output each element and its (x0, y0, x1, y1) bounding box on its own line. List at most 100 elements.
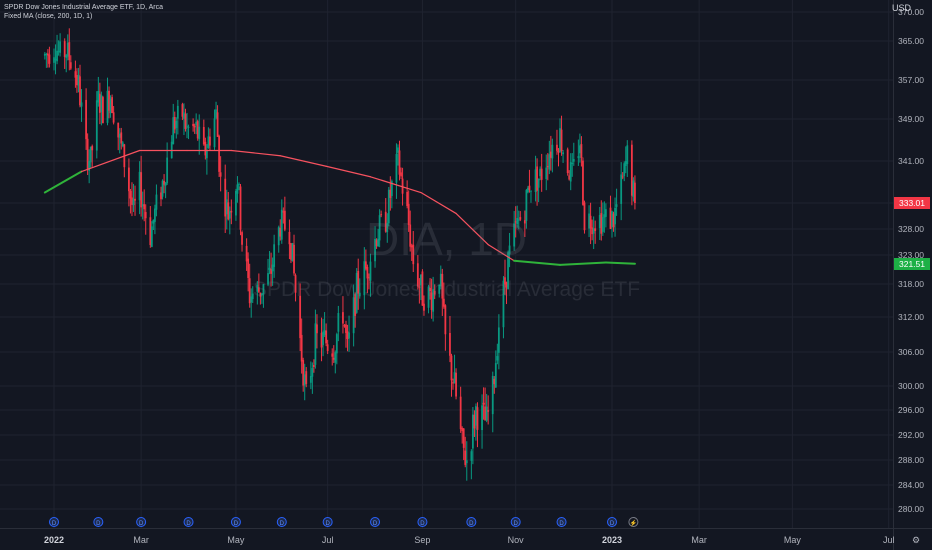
candle-body (138, 171, 141, 201)
candle-body (429, 287, 431, 292)
candle-body (516, 217, 519, 225)
price-tick-label: 318.00 (898, 279, 924, 289)
candle-body (491, 375, 494, 415)
candle-body (354, 294, 357, 316)
candle-body (59, 41, 62, 53)
candle-body (378, 215, 381, 241)
candle-body (149, 217, 152, 245)
candle-body (345, 324, 347, 333)
dividend-event-icon (370, 517, 381, 527)
event-icon-letter: D (325, 521, 330, 527)
dividend-event-icon (183, 517, 194, 527)
dividend-event-icon (136, 517, 147, 527)
candle-body (433, 290, 436, 295)
dividend-event-icon (322, 517, 333, 527)
time-tick-label: Nov (508, 535, 525, 545)
candle-body (363, 261, 366, 296)
candle-body (530, 190, 532, 192)
candle-body (594, 228, 597, 231)
candle-body (77, 74, 80, 86)
candle-body (528, 185, 531, 191)
candle-body (176, 105, 179, 119)
candle-body (209, 136, 211, 146)
candle-body (109, 98, 112, 114)
candle-body (257, 287, 260, 292)
candle-body (259, 292, 262, 297)
candle-body (609, 207, 612, 229)
candle-body (215, 109, 217, 118)
candle-body (366, 267, 369, 279)
candle-body (559, 128, 561, 152)
event-icon-letter: D (52, 521, 57, 527)
candle-body (560, 129, 563, 152)
moving-average-segment (420, 191, 457, 215)
candle-body (250, 296, 253, 303)
candle-body (630, 144, 633, 196)
candle-body (102, 97, 104, 124)
candle-body (108, 90, 110, 111)
candle-body (603, 214, 606, 218)
candle-body (470, 451, 473, 461)
currency-label[interactable]: USD (891, 3, 911, 13)
candle-body (277, 227, 280, 246)
candle-body (143, 204, 146, 210)
candle-body (173, 116, 176, 130)
price-tick-label: 312.00 (898, 312, 924, 322)
candle-body (193, 125, 196, 128)
gear-icon[interactable]: ⚙ (911, 535, 921, 545)
candle-body (282, 211, 285, 213)
candle-body (513, 223, 516, 247)
candle-body (453, 372, 456, 384)
candle-body (556, 144, 558, 151)
candle-body (348, 332, 350, 339)
price-tick-label: 323.00 (898, 250, 924, 260)
candle-body (131, 197, 133, 205)
moving-average-segment (604, 261, 636, 265)
candle-body (615, 204, 618, 207)
candle-body (299, 295, 302, 339)
price-tick-label: 284.00 (898, 480, 924, 490)
candle-body (100, 95, 103, 112)
moving-average-segment (43, 170, 83, 194)
candle-body (620, 174, 623, 204)
candle-body (68, 42, 71, 61)
candle-body (384, 211, 387, 232)
candle-body (444, 305, 447, 335)
candle-body (364, 261, 367, 269)
candle-body (98, 93, 101, 113)
candle-body (202, 127, 205, 145)
candle-body (527, 187, 529, 193)
candle-body (238, 183, 240, 185)
candle-body (389, 189, 392, 198)
candle-body (525, 190, 528, 221)
candle-body (604, 209, 607, 217)
dividend-event-icon (556, 517, 567, 527)
candle-body (611, 211, 613, 227)
candle-body (85, 99, 88, 140)
candle-body (300, 334, 303, 362)
candle-body (293, 244, 295, 274)
candle-body (375, 240, 378, 246)
candle-body (153, 208, 156, 222)
candle-body (410, 245, 413, 248)
candle-body (534, 169, 537, 192)
candle-body (279, 227, 282, 237)
candle-body (66, 42, 69, 57)
candle-body (377, 238, 379, 247)
event-icon-letter: D (373, 521, 378, 527)
dividend-event-icon (466, 517, 477, 527)
candle-body (192, 123, 195, 127)
candle-body (97, 90, 100, 103)
candle-body (239, 186, 242, 230)
candle-body (588, 213, 590, 229)
candle-body (198, 126, 201, 140)
moving-average-segment (559, 261, 607, 266)
price-tick-label: 280.00 (898, 504, 924, 514)
event-icon-letter: D (186, 521, 191, 527)
moving-average-segment (369, 176, 422, 194)
candle-body (484, 406, 487, 421)
price-tick-label: 349.00 (898, 114, 924, 124)
candle-body (357, 270, 360, 294)
candle-body (439, 273, 442, 287)
